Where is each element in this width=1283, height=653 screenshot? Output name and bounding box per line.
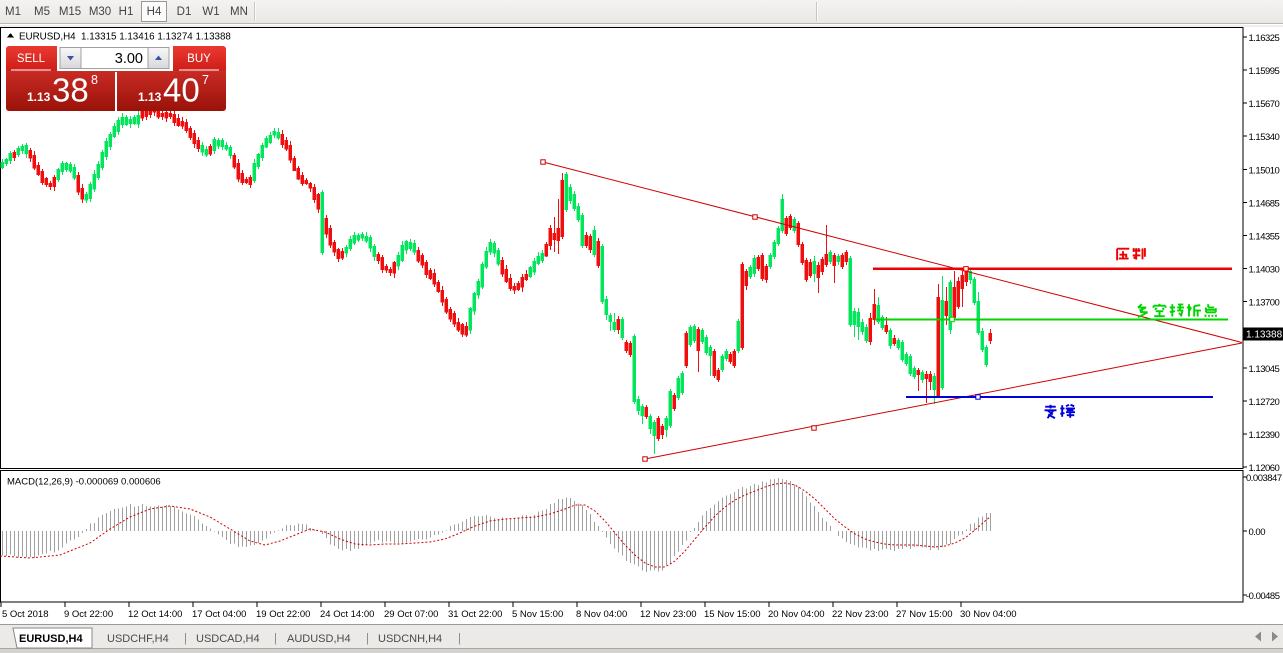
svg-text:19 Oct 22:00: 19 Oct 22:00 <box>256 609 310 620</box>
svg-text:SELL: SELL <box>17 53 46 65</box>
svg-text:1.12390: 1.12390 <box>1249 430 1280 441</box>
svg-text:1.14685: 1.14685 <box>1249 198 1280 209</box>
svg-text:12 Oct 14:00: 12 Oct 14:00 <box>128 609 182 620</box>
svg-text:M30: M30 <box>89 6 111 18</box>
svg-text:W1: W1 <box>202 6 219 18</box>
svg-text:1.14355: 1.14355 <box>1249 232 1280 243</box>
svg-text:0.00: 0.00 <box>1249 527 1266 538</box>
svg-text:30 Nov 04:00: 30 Nov 04:00 <box>960 609 1017 620</box>
svg-text:3.00: 3.00 <box>115 51 143 67</box>
svg-text:MACD(12,26,9) -0.000069 0.0006: MACD(12,26,9) -0.000069 0.000606 <box>7 477 161 488</box>
svg-text:31 Oct 22:00: 31 Oct 22:00 <box>448 609 502 620</box>
svg-text:29 Oct 07:00: 29 Oct 07:00 <box>384 609 438 620</box>
svg-text:1.13388: 1.13388 <box>1246 330 1283 341</box>
svg-text:USDCNH,H4: USDCNH,H4 <box>378 633 442 645</box>
svg-text:MN: MN <box>230 6 248 18</box>
svg-text:0.003847: 0.003847 <box>1246 473 1282 484</box>
svg-text:USDCHF,H4: USDCHF,H4 <box>107 633 169 645</box>
svg-text:5 Nov 15:00: 5 Nov 15:00 <box>512 609 563 620</box>
svg-text:5 Oct 2018: 5 Oct 2018 <box>2 609 48 620</box>
svg-text:40: 40 <box>163 72 200 109</box>
svg-text:D1: D1 <box>177 6 192 18</box>
svg-text:1.13045: 1.13045 <box>1249 364 1280 375</box>
svg-text:17 Oct 04:00: 17 Oct 04:00 <box>192 609 246 620</box>
svg-text:EURUSD,H4: EURUSD,H4 <box>19 633 83 645</box>
svg-text:38: 38 <box>52 72 89 109</box>
svg-text:H1: H1 <box>119 6 134 18</box>
svg-text:USDCAD,H4: USDCAD,H4 <box>196 633 260 645</box>
svg-text:1.12720: 1.12720 <box>1249 397 1280 408</box>
svg-text:27 Nov 15:00: 27 Nov 15:00 <box>896 609 953 620</box>
svg-text:15 Nov 15:00: 15 Nov 15:00 <box>704 609 761 620</box>
svg-text:|: | <box>184 633 187 645</box>
svg-text:1.13: 1.13 <box>27 90 51 104</box>
svg-text:BUY: BUY <box>187 53 211 65</box>
svg-text:-0.00485: -0.00485 <box>1246 591 1280 602</box>
svg-text:|: | <box>458 633 461 645</box>
svg-text:1.15010: 1.15010 <box>1249 165 1280 176</box>
svg-text:1.15995: 1.15995 <box>1249 66 1280 77</box>
svg-text:|: | <box>274 633 277 645</box>
svg-text:24 Oct 14:00: 24 Oct 14:00 <box>320 609 374 620</box>
svg-text:8: 8 <box>91 73 98 87</box>
svg-text:7: 7 <box>202 73 209 87</box>
svg-text:M15: M15 <box>59 6 81 18</box>
svg-text:M1: M1 <box>5 6 21 18</box>
svg-text:H4: H4 <box>147 6 162 18</box>
svg-text:9 Oct 22:00: 9 Oct 22:00 <box>64 609 113 620</box>
svg-text:1.16325: 1.16325 <box>1249 33 1280 44</box>
svg-text:EURUSD,H4 1.13315 1.13416 1.1: EURUSD,H4 1.13315 1.13416 1.13274 1.1338… <box>19 32 231 43</box>
svg-text:12 Nov 23:00: 12 Nov 23:00 <box>640 609 697 620</box>
svg-text:1.15340: 1.15340 <box>1249 132 1280 143</box>
svg-text:1.15670: 1.15670 <box>1249 99 1280 110</box>
svg-text:1.13: 1.13 <box>138 90 162 104</box>
svg-text:22 Nov 23:00: 22 Nov 23:00 <box>832 609 889 620</box>
svg-text:1.14030: 1.14030 <box>1249 265 1280 276</box>
svg-text:20 Nov 04:00: 20 Nov 04:00 <box>768 609 825 620</box>
svg-text:1.13700: 1.13700 <box>1249 298 1280 309</box>
svg-text:AUDUSD,H4: AUDUSD,H4 <box>287 633 351 645</box>
svg-text:M5: M5 <box>34 6 50 18</box>
svg-text:8 Nov 04:00: 8 Nov 04:00 <box>576 609 627 620</box>
svg-text:1.12060: 1.12060 <box>1249 463 1280 474</box>
svg-text:|: | <box>366 633 369 645</box>
